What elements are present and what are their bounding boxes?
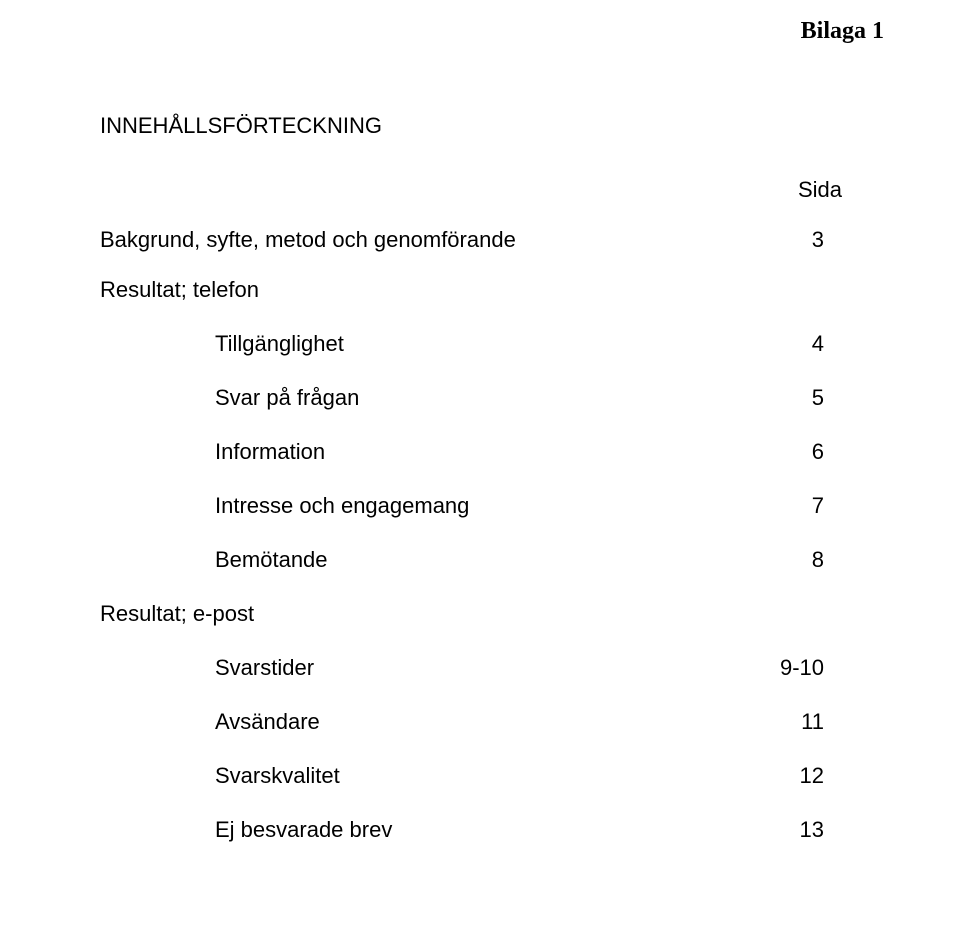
toc-row: Avsändare 11 bbox=[100, 709, 884, 735]
toc-entry-page: 9-10 bbox=[774, 655, 824, 681]
toc-row: Bemötande 8 bbox=[100, 547, 884, 573]
toc-entry-label: Information bbox=[215, 439, 325, 465]
toc-entry-label: Bakgrund, syfte, metod och genomförande bbox=[100, 227, 516, 253]
toc-row: Tillgänglighet 4 bbox=[100, 331, 884, 357]
toc-entry-page: 3 bbox=[774, 227, 824, 253]
toc-entry-label: Bemötande bbox=[215, 547, 328, 573]
toc-row: Resultat; e-post bbox=[100, 601, 884, 627]
toc-page-column-header-row: Sida bbox=[100, 177, 884, 203]
toc-entry-page: 11 bbox=[774, 709, 824, 735]
toc-row: Svarstider 9-10 bbox=[100, 655, 884, 681]
toc-entry-page: 13 bbox=[774, 817, 824, 843]
toc-entry-label: Resultat; e-post bbox=[100, 601, 254, 627]
toc-row: Bakgrund, syfte, metod och genomförande … bbox=[100, 227, 884, 253]
toc-title: INNEHÅLLSFÖRTECKNING bbox=[100, 113, 884, 139]
toc-entry-label: Svar på frågan bbox=[215, 385, 359, 411]
appendix-label: Bilaga 1 bbox=[801, 18, 884, 45]
toc-entry-label: Svarstider bbox=[215, 655, 314, 681]
toc-entry-label: Svarskvalitet bbox=[215, 763, 340, 789]
toc-row: Resultat; telefon bbox=[100, 277, 884, 303]
toc-row: Svar på frågan 5 bbox=[100, 385, 884, 411]
toc-entry-label: Avsändare bbox=[215, 709, 320, 735]
toc-entry-page: 8 bbox=[774, 547, 824, 573]
toc-row: Information 6 bbox=[100, 439, 884, 465]
toc-entry-label: Tillgänglighet bbox=[215, 331, 344, 357]
toc-entry-label: Intresse och engagemang bbox=[215, 493, 469, 519]
toc-entry-page: 7 bbox=[774, 493, 824, 519]
toc-entry-page: 6 bbox=[774, 439, 824, 465]
toc-entry-page: 4 bbox=[774, 331, 824, 357]
toc-entry-page: 5 bbox=[774, 385, 824, 411]
toc-entry-label: Resultat; telefon bbox=[100, 277, 259, 303]
toc-entry-label: Ej besvarade brev bbox=[215, 817, 392, 843]
toc-entry-page: 12 bbox=[774, 763, 824, 789]
toc-page-column-header: Sida bbox=[798, 177, 842, 203]
toc-row: Ej besvarade brev 13 bbox=[100, 817, 884, 843]
toc-row: Svarskvalitet 12 bbox=[100, 763, 884, 789]
document-page: Bilaga 1 INNEHÅLLSFÖRTECKNING Sida Bakgr… bbox=[0, 0, 960, 948]
toc-row: Intresse och engagemang 7 bbox=[100, 493, 884, 519]
